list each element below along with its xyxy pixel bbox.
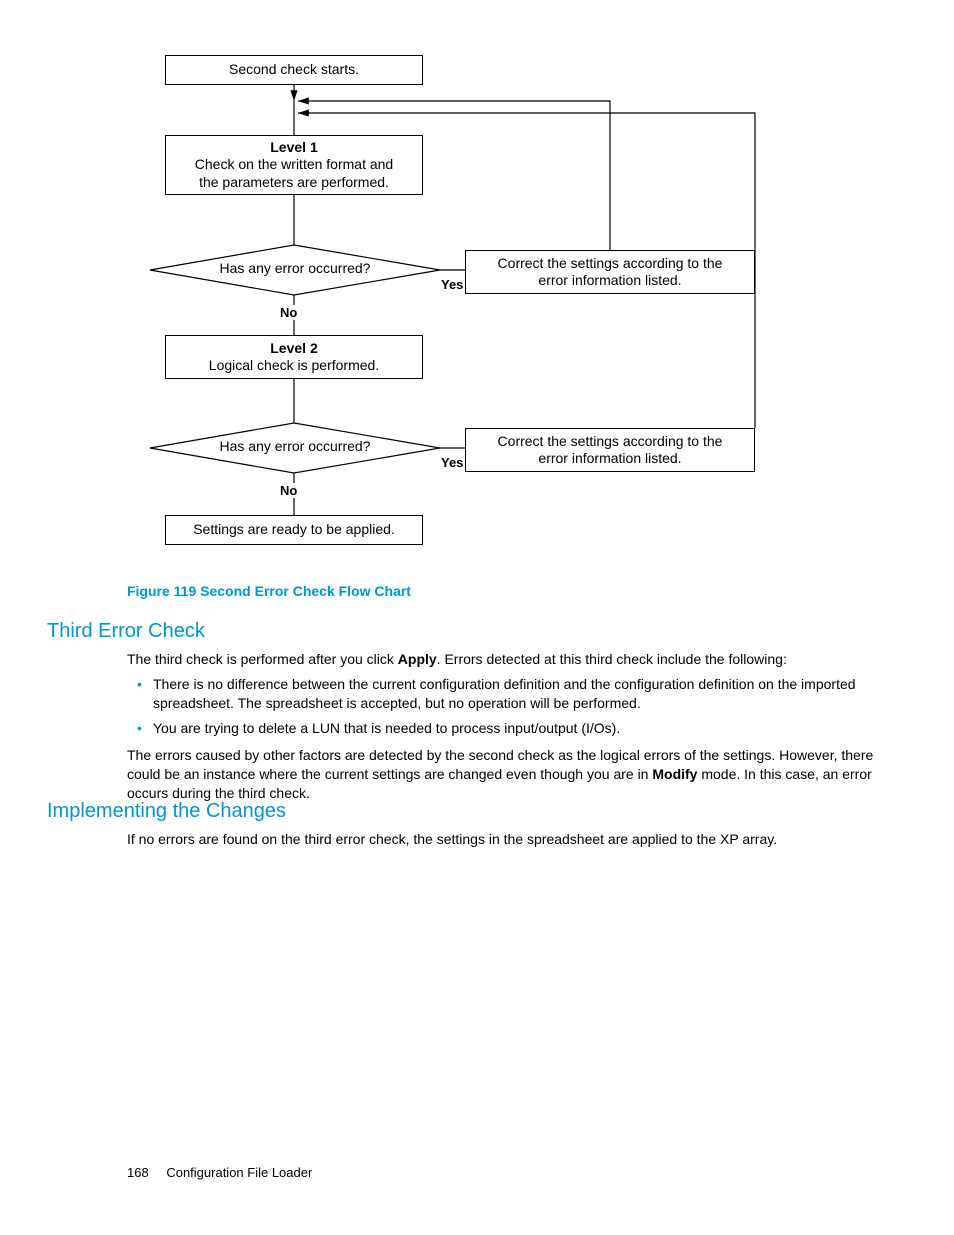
list-item: You are trying to delete a LUN that is n… [153, 719, 902, 738]
flow-node-text: Check on the written format and [195, 156, 393, 174]
bold-text: Modify [652, 766, 697, 782]
bullet-list: There is no difference between the curre… [127, 675, 902, 738]
implementing-body: If no errors are found on the third erro… [127, 830, 902, 849]
flow-node-ready: Settings are ready to be applied. [165, 515, 423, 545]
section-heading-third: Third Error Check [47, 620, 205, 643]
section-heading-implementing: Implementing the Changes [47, 800, 286, 823]
third-error-check-para2: The errors caused by other factors are d… [127, 746, 902, 803]
flow-node-level2: Level 2 Logical check is performed. [165, 335, 423, 379]
flow-node-corr2: Correct the settings according to the er… [465, 428, 755, 472]
bold-text: Apply [398, 651, 437, 667]
flow-node-dec2: Has any error occurred? [150, 438, 440, 454]
flow-node-text: error information listed. [538, 450, 681, 468]
flow-node-text: Has any error occurred? [220, 260, 371, 276]
flow-node-text: Has any error occurred? [220, 438, 371, 454]
edge-label-no: No [280, 483, 297, 498]
flow-node-dec1: Has any error occurred? [150, 260, 440, 276]
flow-node-text: Logical check is performed. [209, 357, 379, 375]
paragraph-text: If no errors are found on the third erro… [127, 831, 777, 847]
flow-node-corr1: Correct the settings according to the er… [465, 250, 755, 294]
flow-node-level1: Level 1 Check on the written format and … [165, 135, 423, 195]
flow-node-text: Settings are ready to be applied. [193, 521, 395, 539]
flow-node-title: Level 2 [270, 340, 317, 358]
flowchart-figure: Second check starts. Level 1 Check on th… [145, 55, 825, 565]
document-page: Second check starts. Level 1 Check on th… [0, 0, 954, 1235]
figure-caption: Figure 119 Second Error Check Flow Chart [127, 583, 411, 599]
footer-section: Configuration File Loader [166, 1165, 312, 1180]
flow-node-text: Second check starts. [229, 61, 359, 79]
flow-node-text: the parameters are performed. [199, 174, 389, 192]
flow-node-text: Correct the settings according to the [498, 255, 723, 273]
paragraph-text: The third check is performed after you c… [127, 651, 398, 667]
flowchart-connectors [145, 55, 825, 565]
flow-node-text: Correct the settings according to the [498, 433, 723, 451]
edge-label-no: No [280, 305, 297, 320]
flow-node-start: Second check starts. [165, 55, 423, 85]
edge-label-yes: Yes [441, 277, 463, 292]
flow-node-title: Level 1 [270, 139, 317, 157]
third-error-check-body: The third check is performed after you c… [127, 650, 902, 744]
paragraph-text: . Errors detected at this third check in… [437, 651, 787, 667]
flow-node-text: error information listed. [538, 272, 681, 290]
list-item: There is no difference between the curre… [153, 675, 902, 713]
page-footer: 168 Configuration File Loader [127, 1165, 312, 1180]
edge-label-yes: Yes [441, 455, 463, 470]
page-number: 168 [127, 1165, 149, 1180]
